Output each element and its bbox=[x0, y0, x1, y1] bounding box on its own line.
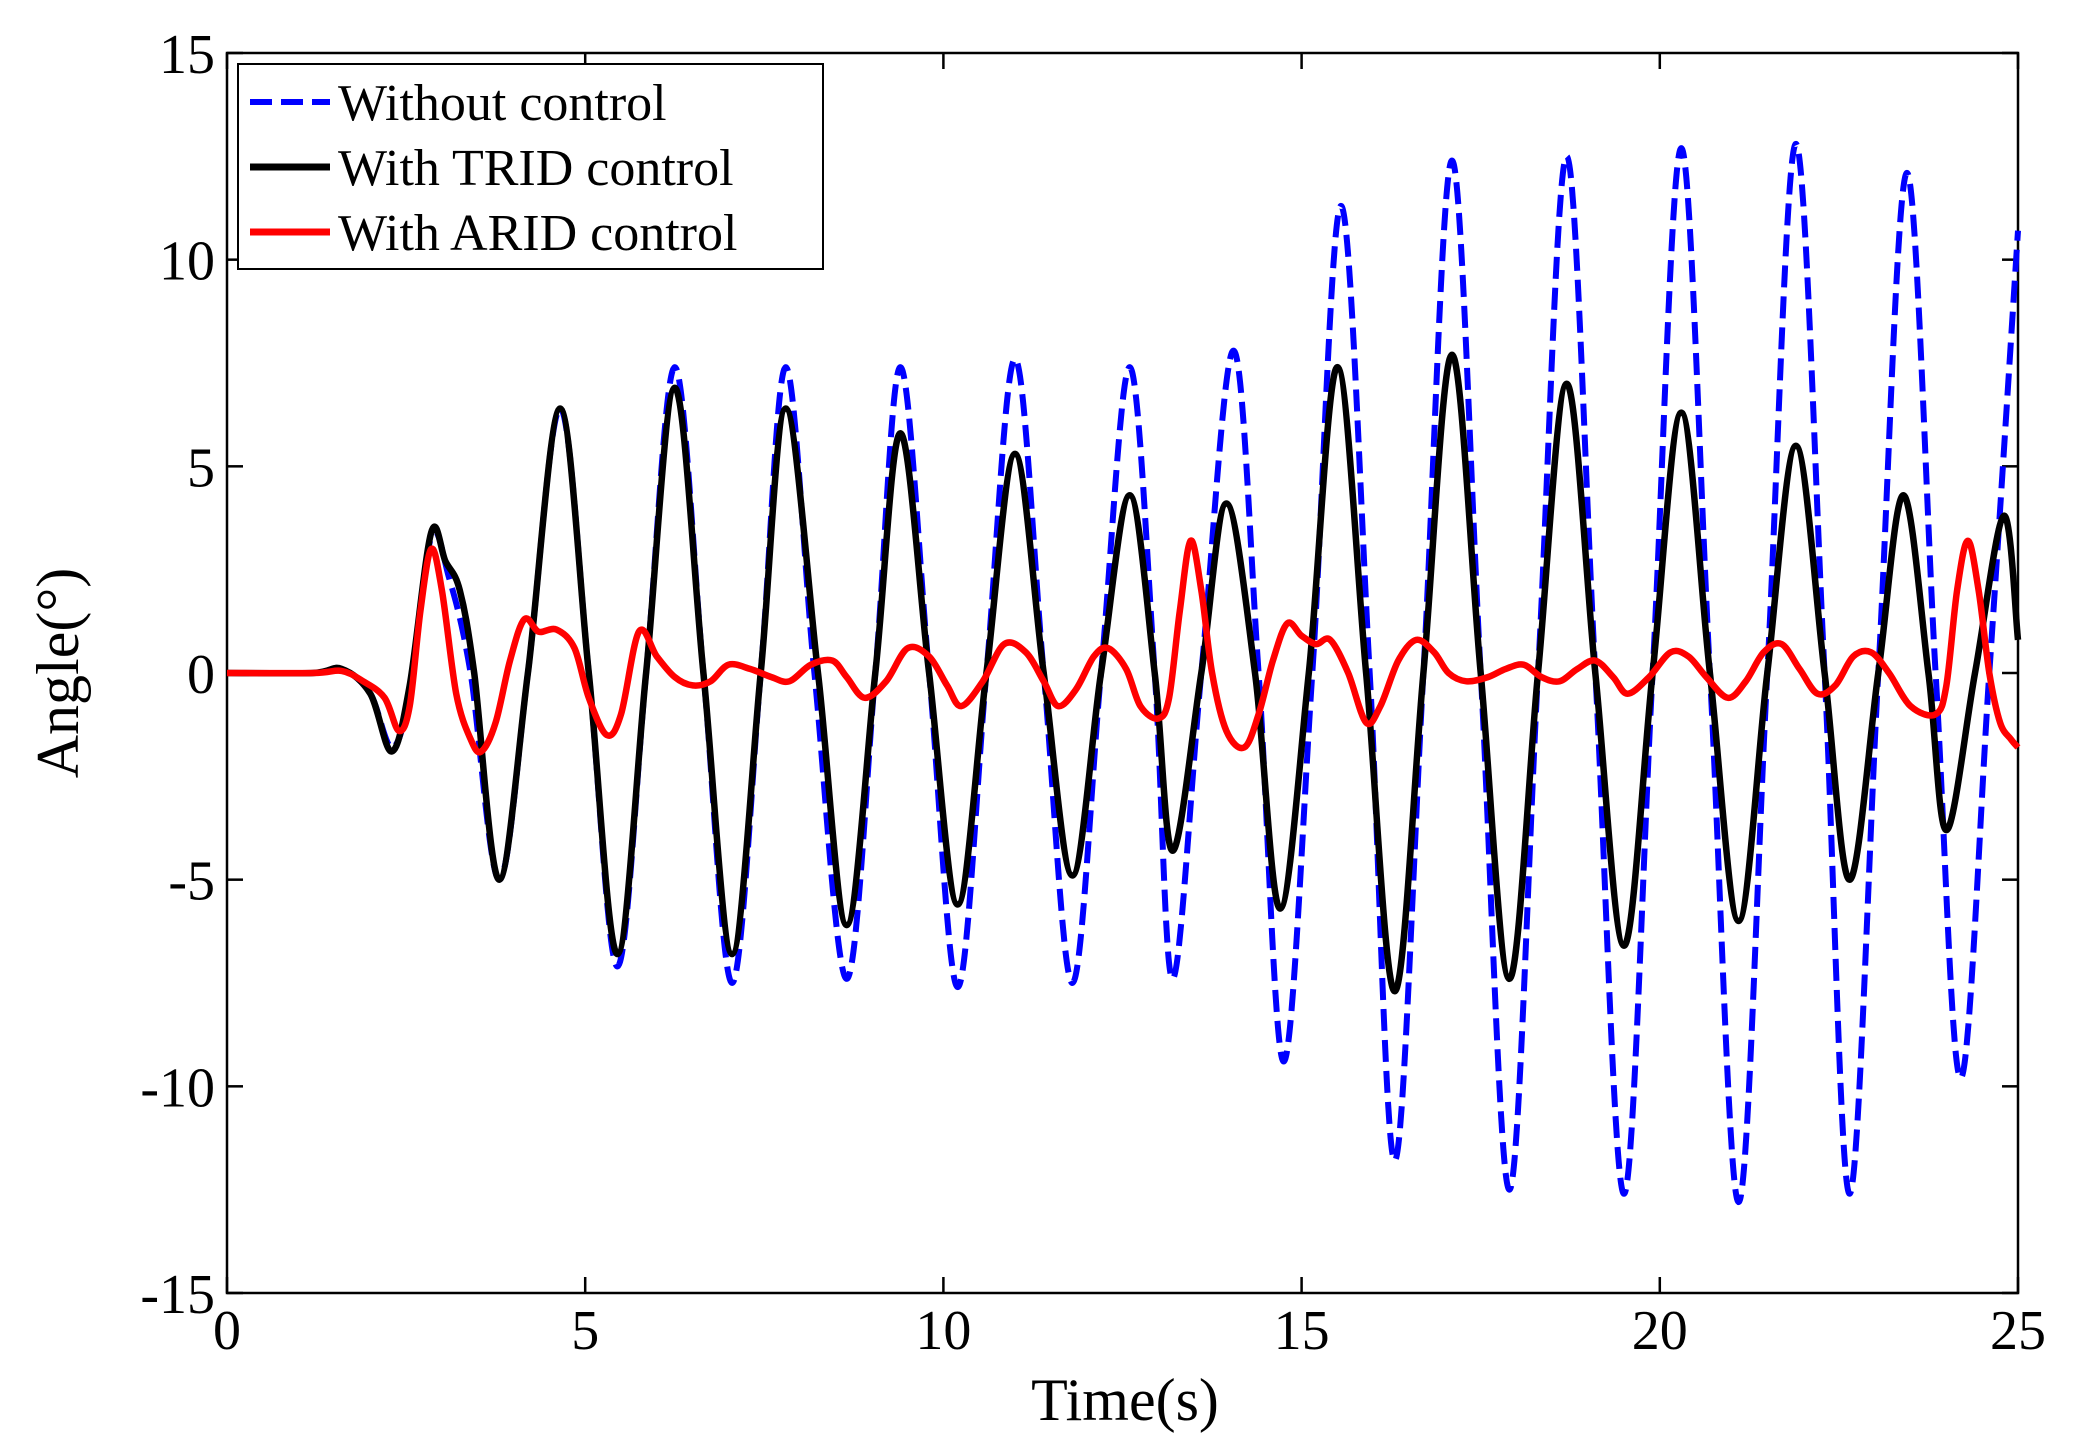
y-tick-label: -5 bbox=[168, 851, 215, 913]
series-lines bbox=[226, 140, 2022, 1206]
legend: Without control With TRID control With A… bbox=[237, 63, 824, 270]
series-trid-control-line bbox=[226, 351, 2022, 995]
x-tick-label: 10 bbox=[915, 1300, 971, 1362]
legend-label-trid-control: With TRID control bbox=[338, 140, 734, 197]
x-axis-label: Time(s) bbox=[1031, 1367, 1219, 1433]
x-tick-label: 25 bbox=[1990, 1300, 2046, 1362]
y-tick-label: 15 bbox=[159, 24, 215, 86]
y-tick-label: 10 bbox=[159, 231, 215, 293]
y-tick-label: 0 bbox=[187, 644, 215, 706]
legend-label-arid-control: With ARID control bbox=[338, 205, 737, 262]
x-tick-label: 20 bbox=[1632, 1300, 1688, 1362]
legend-box bbox=[237, 63, 824, 270]
x-tick-label: 5 bbox=[571, 1300, 599, 1362]
y-tick-label: 5 bbox=[187, 437, 215, 499]
legend-label-without-control: Without control bbox=[338, 75, 667, 132]
x-tick-label: 0 bbox=[213, 1300, 241, 1362]
y-tick-label: -15 bbox=[140, 1264, 215, 1326]
series-without-control-line bbox=[226, 140, 2021, 1206]
y-axis-label: Angle(°) bbox=[25, 568, 91, 779]
series-arid-control-line bbox=[226, 537, 2021, 756]
y-tick-label: -10 bbox=[140, 1057, 215, 1119]
axis-ticks: 0 5 10 15 20 25 -15 -10 -5 0 5 10 15 bbox=[140, 24, 2046, 1362]
x-tick-label: 15 bbox=[1274, 1300, 1330, 1362]
